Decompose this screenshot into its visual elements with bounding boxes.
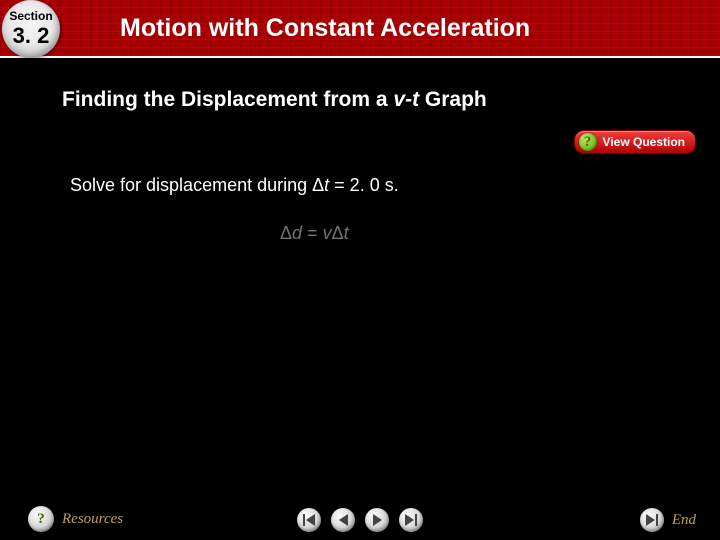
- question-icon: ?: [579, 133, 597, 151]
- next-icon: [373, 514, 382, 526]
- equation: Δd = vΔt: [280, 223, 349, 244]
- section-badge: Section 3. 2: [2, 0, 60, 58]
- end-next-icon: [646, 514, 658, 526]
- body-post: = 2. 0 s.: [329, 175, 399, 195]
- prev-icon: [339, 514, 348, 526]
- section-number: 3. 2: [13, 24, 50, 48]
- help-icon: ?: [37, 511, 45, 528]
- prev-button[interactable]: [331, 508, 355, 532]
- question-glyph: ?: [584, 134, 592, 151]
- end-next-button[interactable]: [640, 508, 664, 532]
- footer-right: End: [640, 508, 696, 532]
- page-title: Motion with Constant Acceleration: [120, 14, 530, 43]
- content-area: Finding the Displacement from a v-t Grap…: [62, 88, 696, 112]
- first-button[interactable]: [297, 508, 321, 532]
- body-pre: Solve for displacement during Δ: [70, 175, 324, 195]
- view-question-button[interactable]: ? View Question: [574, 130, 696, 154]
- last-button[interactable]: [399, 508, 423, 532]
- next-button[interactable]: [365, 508, 389, 532]
- last-icon: [405, 514, 417, 526]
- first-icon: [303, 514, 315, 526]
- help-button[interactable]: ?: [28, 506, 54, 532]
- section-label: Section: [9, 10, 52, 22]
- footer-left: ? Resources: [28, 506, 123, 532]
- eq-delta2: Δ: [332, 223, 344, 243]
- body-text: Solve for displacement during Δt = 2. 0 …: [70, 175, 399, 196]
- resources-button[interactable]: Resources: [62, 511, 123, 528]
- subtitle-var: v-t: [393, 88, 419, 111]
- eq-t: t: [344, 223, 349, 243]
- header-bar: Section 3. 2 Motion with Constant Accele…: [0, 0, 720, 58]
- footer-center: [297, 508, 423, 532]
- eq-sign: =: [307, 223, 323, 243]
- view-question-label: View Question: [603, 135, 685, 149]
- footer-nav: ? Resources End: [0, 500, 720, 534]
- subtitle-post: Graph: [419, 88, 487, 111]
- eq-delta1: Δ: [280, 223, 292, 243]
- eq-d: d: [292, 223, 307, 243]
- eq-v: v: [323, 223, 332, 243]
- subtitle: Finding the Displacement from a v-t Grap…: [62, 88, 696, 112]
- subtitle-pre: Finding the Displacement from a: [62, 88, 393, 111]
- end-button[interactable]: End: [672, 512, 696, 529]
